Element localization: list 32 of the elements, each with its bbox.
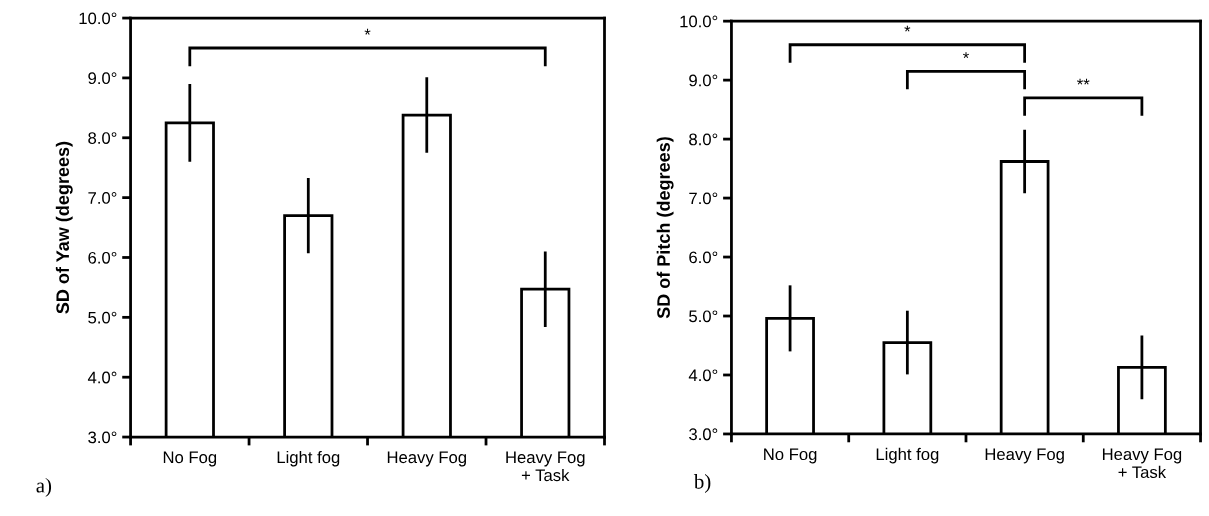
- y-tick-label: 6.0°: [88, 251, 117, 264]
- y-tick-label: 7.0°: [88, 192, 117, 204]
- y-axis-title: SD of Pitch (degrees): [656, 137, 674, 319]
- y-tick-label: 5.0°: [689, 310, 718, 323]
- x-tick-label: No Fog: [764, 448, 817, 464]
- annotation: **: [1077, 78, 1090, 85]
- x-tick-label: Heavy Fog + Task: [506, 451, 585, 482]
- text: a): [36, 477, 52, 497]
- y-tick-label: 3.0°: [88, 431, 117, 444]
- annotation: *: [963, 52, 969, 59]
- x-tick-label: No Fog: [163, 451, 217, 467]
- annotation: *: [904, 25, 911, 32]
- y-tick-label: 6.0°: [689, 251, 718, 264]
- x-tick-label: Heavy Fog: [387, 451, 466, 467]
- annotation: *: [364, 28, 371, 35]
- y-tick-label: 4.0°: [688, 369, 718, 382]
- y-tick-label: 10.0°: [680, 15, 718, 28]
- x-tick-label: Light fog: [277, 450, 340, 467]
- y-tick-label: 4.0°: [87, 371, 117, 384]
- x-tick-label: Heavy Fog: [985, 448, 1064, 464]
- text: b): [693, 474, 711, 493]
- y-tick-label: 5.0°: [88, 311, 117, 324]
- y-tick-label: 10.0°: [79, 12, 117, 25]
- y-tick-label: 8.0°: [88, 132, 117, 144]
- x-tick-label: Light fog: [876, 447, 939, 464]
- y-tick-label: 3.0°: [689, 428, 718, 441]
- y-tick-label: 9.0°: [689, 74, 718, 87]
- y-tick-label: 7.0°: [689, 192, 718, 205]
- y-tick-label: 9.0°: [88, 72, 117, 85]
- y-tick-label: 8.0°: [689, 133, 718, 146]
- x-tick-label: Heavy Fog + Task: [1102, 448, 1182, 479]
- y-axis-title: SD of Yaw (degrees): [55, 141, 73, 314]
